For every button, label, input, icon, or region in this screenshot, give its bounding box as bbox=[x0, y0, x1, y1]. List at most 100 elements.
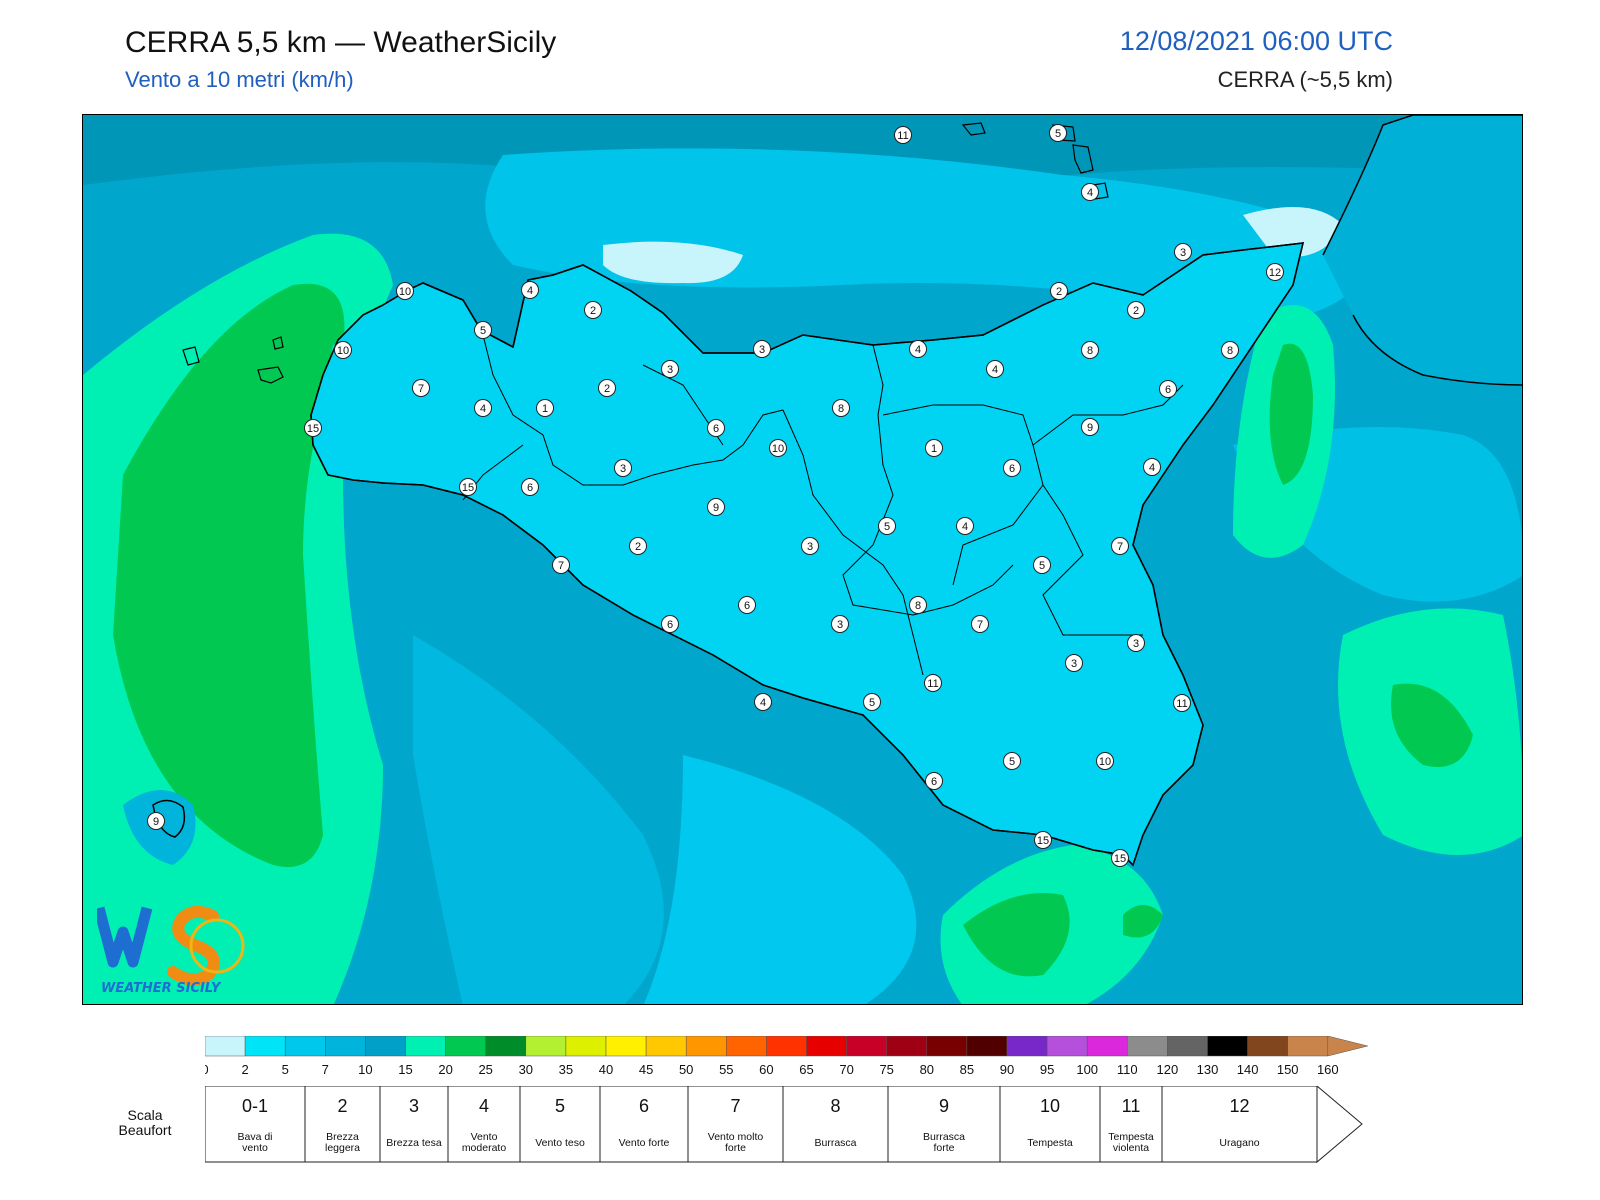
beaufort-number: 4 bbox=[479, 1096, 489, 1116]
station-value: 3 bbox=[837, 619, 843, 631]
colorbar-tick-label: 15 bbox=[398, 1062, 412, 1077]
station-value: 2 bbox=[604, 383, 610, 395]
station-circle bbox=[1033, 556, 1051, 574]
beaufort-description: Vento molto forte bbox=[708, 1131, 764, 1154]
wind-zone-ionian-25 bbox=[1269, 343, 1313, 485]
station-value: 5 bbox=[1009, 756, 1015, 768]
station-value: 2 bbox=[635, 541, 641, 553]
beaufort-scale-label: Scala Beaufort bbox=[118, 1107, 172, 1138]
station-marker: 3 bbox=[1174, 243, 1192, 261]
station-circle bbox=[598, 379, 616, 397]
station-circle bbox=[1081, 418, 1099, 436]
province-border-messina bbox=[1032, 384, 1184, 446]
station-marker: 6 bbox=[521, 478, 539, 496]
colorbar-segment bbox=[284, 1036, 326, 1057]
beaufort-description: Vento forte bbox=[619, 1137, 670, 1149]
station-circle bbox=[1127, 634, 1145, 652]
station-marker: 4 bbox=[474, 399, 492, 417]
station-circle bbox=[521, 478, 539, 496]
station-marker: 5 bbox=[878, 517, 896, 535]
station-circle bbox=[707, 498, 725, 516]
sea-light-plume-south bbox=[643, 755, 917, 1004]
beaufort-description: Tempesta violenta bbox=[1108, 1131, 1154, 1154]
province-border-ragusa-siracusa bbox=[1042, 484, 1143, 636]
beaufort-number: 10 bbox=[1040, 1096, 1060, 1116]
colorbar-segment bbox=[1006, 1036, 1048, 1057]
station-circle bbox=[584, 301, 602, 319]
station-marker: 7 bbox=[971, 615, 989, 633]
map-title: CERRA 5,5 km — WeatherSicily bbox=[125, 26, 557, 59]
colorbar-tick-label: 100 bbox=[1076, 1062, 1098, 1077]
station-marker: 7 bbox=[412, 379, 430, 397]
calabria-coastline bbox=[1322, 115, 1522, 386]
colorbar-tick-label: 7 bbox=[322, 1062, 329, 1077]
colorbar-tick-label: 85 bbox=[960, 1062, 974, 1077]
beaufort-description: Brezza leggera bbox=[325, 1131, 360, 1154]
beaufort-cell: 0-1 Bava di vento bbox=[205, 1086, 306, 1163]
station-circle bbox=[971, 615, 989, 633]
station-circle bbox=[396, 282, 414, 300]
station-marker: 6 bbox=[925, 772, 943, 790]
station-circle bbox=[754, 693, 772, 711]
station-circle bbox=[1050, 282, 1068, 300]
station-value: 6 bbox=[1009, 463, 1015, 475]
beaufort-scale: 0-1 Bava di vento 2 Brezza leggera 3 Brezza tes… bbox=[205, 1086, 1363, 1164]
station-value: 12 bbox=[1269, 267, 1281, 279]
station-marker: 6 bbox=[661, 615, 679, 633]
station-marker: 15 bbox=[304, 419, 322, 437]
station-value: 5 bbox=[884, 521, 890, 533]
island-lipari bbox=[1072, 144, 1094, 174]
station-circle bbox=[1003, 752, 1021, 770]
logo-s-mark bbox=[167, 905, 220, 986]
station-value: 8 bbox=[1227, 345, 1233, 357]
beaufort-cell: 6 Vento forte bbox=[599, 1086, 689, 1163]
station-value: 9 bbox=[153, 816, 159, 828]
beaufort-cell: 10 Tempesta bbox=[999, 1086, 1101, 1163]
station-circle bbox=[661, 360, 679, 378]
station-circle bbox=[924, 674, 942, 692]
beaufort-cell-box bbox=[519, 1086, 601, 1163]
station-circle bbox=[661, 615, 679, 633]
island-levanzo bbox=[272, 336, 284, 350]
station-marker: 3 bbox=[614, 459, 632, 477]
beaufort-description: Vento teso bbox=[535, 1137, 585, 1149]
station-circle bbox=[1221, 341, 1239, 359]
station-circle bbox=[459, 478, 477, 496]
beaufort-cell: 12 Uragano bbox=[1161, 1086, 1318, 1163]
colorbar-segment bbox=[445, 1036, 486, 1057]
colorbar-tick-label: 60 bbox=[759, 1062, 773, 1077]
station-value: 15 bbox=[307, 423, 319, 435]
beaufort-cell-box bbox=[1161, 1086, 1318, 1163]
station-circle bbox=[1173, 694, 1191, 712]
station-value: 4 bbox=[1087, 187, 1093, 199]
station-circle bbox=[863, 693, 881, 711]
station-marker: 10 bbox=[769, 439, 787, 457]
station-circle bbox=[629, 537, 647, 555]
station-circle bbox=[614, 459, 632, 477]
station-circle bbox=[1143, 458, 1161, 476]
station-circle bbox=[1081, 183, 1099, 201]
colorbar-segment bbox=[926, 1036, 968, 1057]
station-circle bbox=[474, 399, 492, 417]
colorbar-segment bbox=[565, 1036, 607, 1057]
station-circle bbox=[831, 615, 849, 633]
beaufort-cell: 9 Burrasca forte bbox=[887, 1086, 1001, 1163]
station-marker: 6 bbox=[1159, 380, 1177, 398]
station-marker: 6 bbox=[1003, 459, 1021, 477]
station-value: 15 bbox=[462, 482, 474, 494]
station-value: 4 bbox=[480, 403, 486, 415]
station-circle bbox=[1049, 124, 1067, 142]
island-ustica bbox=[961, 122, 986, 136]
station-circle bbox=[956, 517, 974, 535]
station-circle bbox=[1111, 537, 1129, 555]
colorbar-segment bbox=[846, 1036, 887, 1057]
colorbar-arrow bbox=[1327, 1036, 1368, 1057]
station-value: 6 bbox=[713, 423, 719, 435]
calabria-land bbox=[1323, 115, 1522, 385]
station-marker: 10 bbox=[334, 341, 352, 359]
station-value: 6 bbox=[667, 619, 673, 631]
beaufort-arrow bbox=[1316, 1086, 1363, 1164]
station-marker: 8 bbox=[1081, 341, 1099, 359]
beaufort-cell: 4 Vento moderato bbox=[447, 1086, 521, 1163]
station-circle bbox=[1111, 849, 1129, 867]
